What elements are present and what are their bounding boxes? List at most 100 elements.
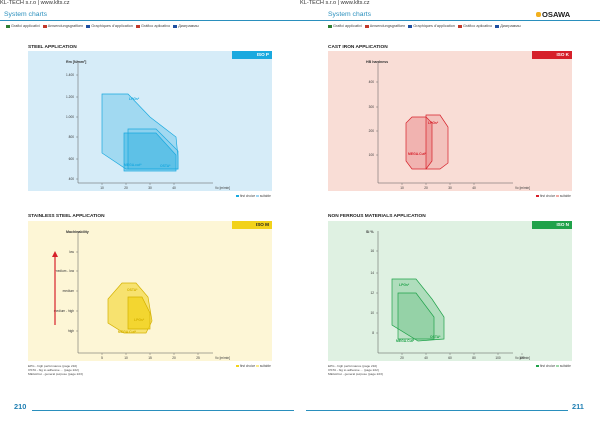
legend-note: first choice suitable [536, 194, 571, 198]
x-tick-label: 10 [400, 186, 404, 190]
legend-note: first choice suitable [536, 364, 571, 368]
flag-it-icon [6, 24, 10, 28]
x-tick-label: 120 [519, 356, 525, 360]
region-label: LPGs* [134, 318, 145, 322]
section-title: CAST IRON APPLICATION [328, 45, 388, 50]
flag-es-icon [136, 24, 141, 28]
y-tick-label: 400 [369, 80, 375, 84]
brand-name: OSAWA [542, 10, 571, 19]
first-choice-swatch [236, 195, 239, 197]
footnotes: EPG - high performance (page 210) OSTA -… [28, 364, 83, 376]
suitable-swatch [256, 195, 260, 197]
y-tick-label: 1.200 [66, 95, 74, 99]
y-tick-label: 12 [370, 291, 374, 295]
y-tick-label: medium - high [54, 309, 74, 313]
y-tick-label: 400 [69, 177, 75, 181]
iso-p-badge: ISO P [232, 51, 272, 59]
right-page: KL-TECH s.r.o | www.klts.cz System chart… [300, 0, 600, 424]
flag-es-icon [458, 24, 463, 28]
brand-logo: OSAWA [536, 10, 570, 19]
footnote: OSTA - big to adhesive ... (page 222) [28, 368, 79, 373]
cast-iron-chart: ISO K HB hardness Vc [m/min] 400 300 200 100 1… [328, 51, 572, 191]
steel-chart: ISO P Rm [N/mm²] Vc [m/min] 1.400 1.200 1.00… [28, 51, 272, 191]
footnote: EPG - high performance (page 210) [28, 364, 78, 368]
legend-note: first choice suitable [236, 364, 271, 368]
footnote: MEGACut - general purpose (page 223) [28, 372, 83, 377]
flag-ru-icon [173, 24, 178, 28]
lang-label: Grafici applicativi [11, 24, 40, 28]
lang-label: Graphiques d'application [91, 24, 133, 28]
region-megacut [425, 114, 449, 170]
region-label: OSTA* [160, 164, 171, 168]
non-ferrous-chart: ISO N Si % Vc [m/min] 16 14 12 10 8 20 40 60 80 100… [328, 221, 572, 361]
x-axis-label: Vc [m/min] [515, 356, 530, 360]
iso-k-badge: ISO K [532, 51, 572, 59]
footer-divider [32, 410, 294, 411]
region-megacut [123, 132, 177, 172]
section-title: STEEL APPLICATION [28, 45, 77, 50]
region-osta [127, 128, 179, 170]
company-header: KL-TECH s.r.o | www.klts.cz [300, 0, 370, 6]
lang-label: Anwendungsgrafiken [47, 24, 84, 28]
y-tick-label: 8 [372, 331, 374, 335]
x-tick-label: 80 [472, 356, 476, 360]
y-tick-label: 600 [69, 157, 75, 161]
y-axis-label: Machinability [66, 230, 89, 234]
left-page: KL-TECH s.r.o | www.klts.cz System chart… [0, 0, 300, 411]
footnote: MEGACut - general purpose (page 223) [328, 372, 383, 377]
region-lpgs [127, 296, 151, 330]
region-label: LPGs* [129, 97, 140, 101]
brand-mark-icon [536, 12, 541, 17]
y-tick-label: 200 [369, 129, 375, 133]
region-label: MEGA.Cut* [408, 152, 427, 156]
suitable-label: suitable [559, 364, 571, 368]
page-number: 210 [14, 402, 27, 411]
x-tick-label: 15 [148, 356, 152, 360]
y-axis-label: Si % [366, 230, 374, 234]
y-tick-label: 300 [369, 105, 375, 109]
x-tick-label: 40 [424, 356, 428, 360]
flag-fr-icon [86, 24, 91, 28]
x-tick-label: 20 [124, 186, 128, 190]
x-tick-label: 30 [148, 186, 152, 190]
first-choice-label: first choice [239, 364, 256, 368]
suitable-label: suitable [259, 364, 271, 368]
y-tick-label: 16 [370, 249, 374, 253]
x-tick-label: 40 [172, 186, 176, 190]
page-title: System charts [328, 11, 372, 18]
suitable-label: suitable [259, 194, 271, 198]
region-label: OSTA* [430, 335, 441, 339]
page-number: 211 [572, 402, 584, 411]
region-label: MEGA.Cut* [118, 330, 137, 334]
region-osta [397, 292, 435, 340]
suitable-swatch [556, 195, 560, 197]
region-label: MEGA.cut* [124, 163, 142, 167]
first-choice-label: first choice [239, 194, 256, 198]
chart-svg: Machinability Vc [m/min] low medium - low me… [52, 230, 230, 360]
y-tick-label: low [69, 250, 74, 254]
flag-fr-icon [408, 24, 413, 28]
header-divider [0, 20, 300, 21]
y-tick-label: 1.400 [66, 73, 74, 77]
lang-label: Диаграммы [500, 24, 521, 28]
x-tick-label: 100 [495, 356, 501, 360]
lang-label: Anwendungsgrafiken [369, 24, 406, 28]
flag-ru-icon [495, 24, 500, 28]
x-tick-label: 5 [101, 356, 103, 360]
flag-de-icon [42, 24, 47, 28]
y-tick-label: 10 [370, 311, 374, 315]
x-tick-label: 60 [448, 356, 452, 360]
x-axis-label: Vc [m/min] [515, 186, 530, 190]
section-title: NON FERROUS MATERIALS APPLICATION [328, 214, 426, 219]
footer-divider [306, 410, 568, 411]
lang-label: Диаграммы [178, 24, 199, 28]
footnotes: EPG - high performance (page 210) OSTA -… [328, 364, 383, 376]
lang-label: Grafici applicativi [333, 24, 362, 28]
suitable-swatch [256, 365, 260, 367]
stainless-chart: ISO M Machinability Vc [m/min] low medium -… [28, 221, 272, 361]
first-choice-swatch [236, 365, 239, 367]
first-choice-swatch [536, 365, 539, 367]
region-lpgs [391, 278, 445, 342]
region-label: OSTA* [127, 288, 138, 292]
x-tick-label: 20 [424, 186, 428, 190]
